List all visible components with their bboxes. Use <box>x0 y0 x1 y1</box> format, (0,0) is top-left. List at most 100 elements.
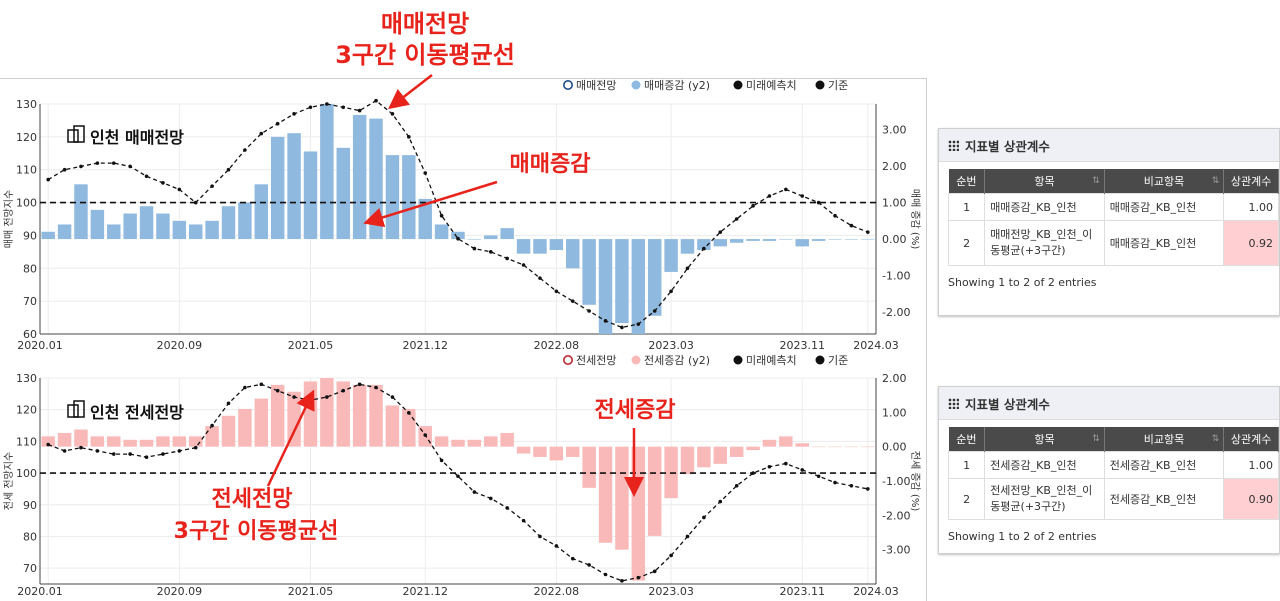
bar <box>795 239 809 247</box>
callout-bottom-change: 전세증감 <box>595 398 676 423</box>
bar <box>90 436 105 447</box>
y2-tick-label: 0.00 <box>882 441 907 454</box>
x-tick-label: 2020.01 <box>17 339 63 352</box>
bar <box>303 151 318 240</box>
forecast-point <box>652 569 657 574</box>
bar <box>172 220 187 240</box>
forecast-point <box>308 105 313 110</box>
forecast-point <box>652 309 657 313</box>
bar <box>156 436 170 447</box>
forecast-point <box>587 563 591 567</box>
forecast-point <box>784 187 788 192</box>
forecast-point <box>407 135 411 139</box>
chart-0: 인천 매매전망 60 70 80 90 100 110 120 130 3.00 2.00 1.00 0… <box>3 79 921 352</box>
bar <box>713 446 727 464</box>
panel-title: 지표별 상관계수 <box>965 396 1050 412</box>
y-tick-label: 70 <box>23 562 37 575</box>
col-header-item[interactable]: 항목 ⇅ <box>984 169 1105 194</box>
legend-label: 기준 <box>828 79 848 92</box>
callout-arrow <box>266 389 315 487</box>
forecast-point <box>390 395 395 399</box>
legend: 전세전망 전세증감 (y2) 미래예측치 기준 <box>562 354 848 367</box>
forecast-point <box>816 200 821 205</box>
col-header-compare[interactable]: 비교항목 ⇅ <box>1104 427 1225 452</box>
forecast-point <box>111 161 116 165</box>
bar <box>238 408 252 447</box>
bar <box>123 439 137 447</box>
table-header-row: 순번 항목 ⇅ 비교항목 ⇅ 상관계수 <box>948 169 1279 194</box>
col-header-no[interactable]: 순번 <box>948 427 986 452</box>
forecast-point <box>669 553 673 558</box>
forecast-point <box>816 474 821 479</box>
legend-marker <box>733 80 743 90</box>
bar <box>549 239 564 251</box>
grid-icon <box>948 139 959 151</box>
bar <box>336 147 350 240</box>
bar <box>205 220 219 240</box>
forecast-point <box>275 121 280 126</box>
forecast-point <box>177 449 182 453</box>
bar <box>238 202 252 240</box>
bar <box>729 239 744 243</box>
bar <box>484 436 498 447</box>
col-header-compare[interactable]: 비교항목 ⇅ <box>1104 169 1225 194</box>
forecast-point <box>751 471 755 475</box>
table-row: 1 매매증감_KB_인천 매매증감_KB_인천 1.00 <box>947 193 1279 221</box>
bar <box>205 426 219 447</box>
y-tick-label: 80 <box>23 262 37 275</box>
bar <box>172 436 187 447</box>
forecast-point <box>226 167 231 172</box>
bar <box>320 378 334 447</box>
cell-item: 전세증감_KB_인천 <box>984 451 1105 479</box>
building-icon <box>73 125 85 143</box>
y-tick-label: 130 <box>16 372 37 385</box>
y-tick-label: 90 <box>23 229 37 242</box>
forecast-point <box>734 217 739 221</box>
forecast-point <box>472 490 477 494</box>
forecast-point <box>210 423 214 428</box>
sort-icon: ⇅ <box>1211 176 1220 186</box>
y-tick-label: 110 <box>16 435 37 448</box>
forecast-point <box>439 213 444 218</box>
callout-bottom-ma: 3구간 이동평균선 <box>174 519 339 544</box>
chart-frame <box>0 78 927 601</box>
forecast-point <box>767 194 772 198</box>
forecast-point <box>325 395 329 399</box>
forecast-point <box>193 445 198 450</box>
bar <box>844 446 859 448</box>
col-header-item[interactable]: 항목 ⇅ <box>984 427 1105 452</box>
forecast-point <box>128 452 132 456</box>
forecast-point <box>603 572 608 577</box>
forecast-point <box>767 464 772 469</box>
bar <box>516 446 531 454</box>
bar <box>762 239 777 241</box>
forecast-point <box>538 534 542 539</box>
bar <box>500 432 514 447</box>
bar <box>467 439 482 447</box>
x-tick-label: 2023.03 <box>648 339 694 352</box>
bar <box>320 104 334 240</box>
col-header-corr[interactable]: 상관계수 <box>1223 169 1279 194</box>
cell-compare: 매매증감_KB_인천 <box>1103 220 1225 266</box>
col-header-no[interactable]: 순번 <box>948 169 986 194</box>
bar <box>352 384 367 447</box>
bar <box>107 436 121 447</box>
correlation-table: 순번 항목 ⇅ 비교항목 ⇅ 상관계수 1 전세증감_KB_인천 전세증감_KB_인… <box>947 427 1279 520</box>
panel-header: 지표별 상관계수 <box>939 129 1279 162</box>
forecast-point <box>439 458 444 463</box>
y2-axis-label: 전세 증감 (%) <box>909 451 921 512</box>
legend-marker <box>815 80 825 90</box>
bar <box>680 239 695 254</box>
forecast-point <box>95 161 100 165</box>
forecast-point <box>128 164 132 169</box>
bar <box>385 155 400 240</box>
bar <box>598 446 613 543</box>
forecast-point <box>292 395 296 399</box>
bar <box>779 239 793 240</box>
forecast-point <box>554 544 559 548</box>
bar <box>369 384 383 447</box>
col-header-corr[interactable]: 상관계수 <box>1223 427 1279 452</box>
x-tick-label: 2020.01 <box>17 585 63 598</box>
forecast-point <box>275 388 280 393</box>
x-tick-label: 2023.03 <box>648 585 694 598</box>
